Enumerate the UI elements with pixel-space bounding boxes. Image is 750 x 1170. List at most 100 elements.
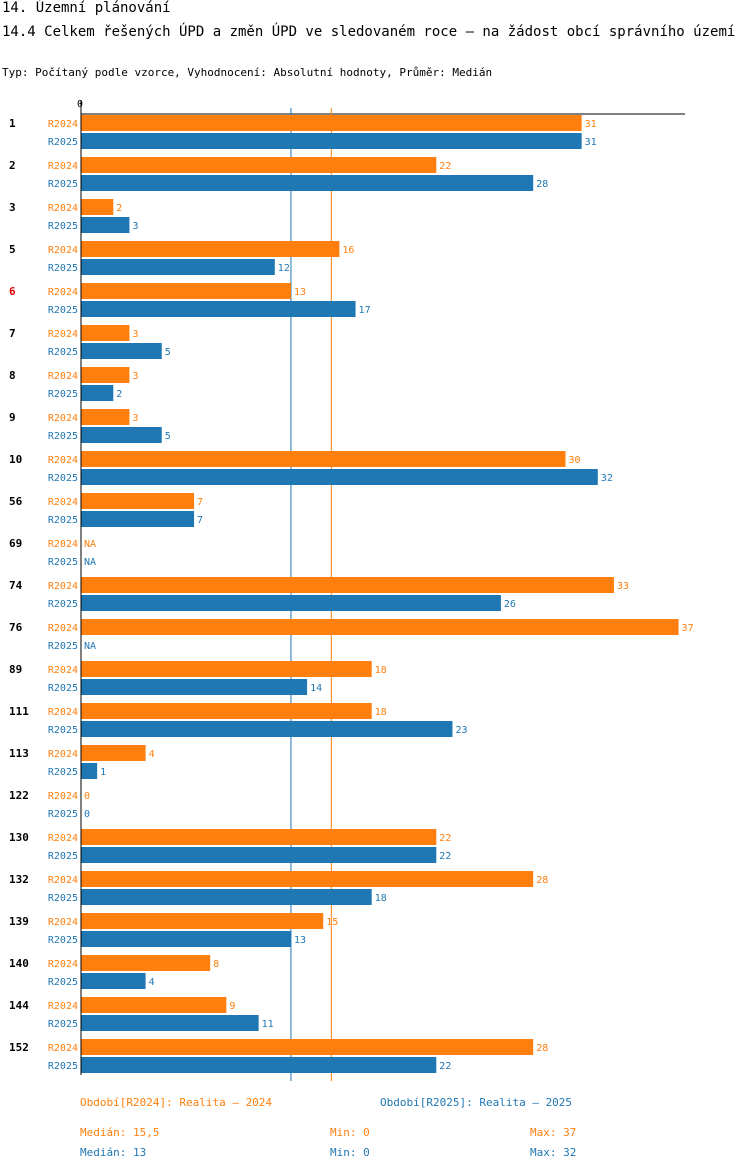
series-label-r2024: R2024: [48, 581, 78, 592]
category-label: 10: [9, 453, 22, 466]
data-label: 28: [536, 179, 548, 190]
category-label: 69: [9, 537, 22, 550]
series-label-r2024: R2024: [48, 623, 78, 634]
bar-r2024: [81, 367, 130, 383]
series-label-r2024: R2024: [48, 161, 78, 172]
series-label-r2024: R2024: [48, 707, 78, 718]
series-label-r2025: R2025: [48, 557, 78, 568]
series-label-r2024: R2024: [48, 287, 78, 298]
bar-r2024: [81, 955, 211, 971]
data-label: 7: [197, 515, 203, 526]
category-label: 3: [9, 201, 16, 214]
bar-r2025: [81, 889, 372, 905]
bar-r2025: [81, 973, 146, 989]
data-label: 31: [585, 119, 597, 130]
series-label-r2024: R2024: [48, 1043, 78, 1054]
data-label: 3: [132, 329, 138, 340]
axis-zero-label: 0: [77, 99, 83, 110]
data-label: 0: [84, 791, 90, 802]
bar-r2025: [81, 259, 275, 275]
data-label: 5: [165, 431, 171, 442]
min-r2024: Min: 0: [330, 1126, 370, 1139]
series-label-r2025: R2025: [48, 725, 78, 736]
series-label-r2024: R2024: [48, 455, 78, 466]
chart-subtitle: Typ: Počítaný podle vzorce, Vyhodnocení:…: [2, 66, 493, 79]
bar-r2025: [81, 847, 437, 863]
data-label: 37: [682, 623, 694, 634]
data-label: 13: [294, 287, 306, 298]
data-label: 15: [326, 917, 338, 928]
series-label-r2025: R2025: [48, 767, 78, 778]
category-label: 6: [9, 285, 16, 298]
bar-r2025: [81, 469, 598, 485]
section-title: 14. Územní plánování: [2, 0, 171, 16]
category-label: 89: [9, 663, 22, 676]
data-label: 22: [439, 833, 451, 844]
data-label: 2: [116, 203, 122, 214]
bar-r2024: [81, 829, 437, 845]
category-label: 5: [9, 243, 16, 256]
bar-r2025: [81, 511, 195, 527]
series-label-r2024: R2024: [48, 1001, 78, 1012]
data-label: 3: [132, 371, 138, 382]
data-label: 3: [132, 413, 138, 424]
series-label-r2024: R2024: [48, 245, 78, 256]
legend-r2024: Období[R2024]: Realita – 2024: [80, 1096, 273, 1109]
bar-r2024: [81, 619, 679, 635]
series-label-r2025: R2025: [48, 515, 78, 526]
data-label: 13: [294, 935, 306, 946]
data-label: 16: [342, 245, 354, 256]
bar-r2025: [81, 679, 308, 695]
category-label: 1: [9, 117, 16, 130]
series-label-r2024: R2024: [48, 791, 78, 802]
data-label: 31: [585, 137, 597, 148]
bar-r2025: [81, 385, 114, 401]
bar-r2025: [81, 427, 162, 443]
bar-r2025: [81, 595, 501, 611]
category-label: 113: [9, 747, 29, 760]
data-label: 0: [84, 809, 90, 820]
na-label: NA: [84, 641, 96, 652]
series-label-r2025: R2025: [48, 893, 78, 904]
series-label-r2024: R2024: [48, 497, 78, 508]
data-label: 8: [213, 959, 219, 970]
bar-r2025: [81, 217, 130, 233]
data-label: 18: [375, 893, 387, 904]
series-label-r2025: R2025: [48, 935, 78, 946]
bar-r2024: [81, 409, 130, 425]
category-label: 144: [9, 999, 29, 1012]
bar-r2024: [81, 325, 130, 341]
data-label: 22: [439, 851, 451, 862]
series-label-r2025: R2025: [48, 221, 78, 232]
bar-r2024: [81, 577, 614, 593]
category-label: 74: [9, 579, 23, 592]
series-label-r2024: R2024: [48, 203, 78, 214]
bar-r2024: [81, 115, 582, 131]
data-label: 26: [504, 599, 516, 610]
data-label: 4: [149, 977, 155, 988]
min-r2025: Min: 0: [330, 1146, 370, 1159]
series-label-r2025: R2025: [48, 1019, 78, 1030]
bar-r2024: [81, 283, 291, 299]
category-label: 76: [9, 621, 23, 634]
na-label: NA: [84, 557, 96, 568]
category-label: 139: [9, 915, 29, 928]
max-r2024: Max: 37: [530, 1126, 577, 1139]
data-label: 4: [149, 749, 155, 760]
bar-r2025: [81, 343, 162, 359]
median-r2024: Medián: 15,5: [80, 1126, 160, 1139]
category-label: 140: [9, 957, 29, 970]
data-label: 22: [439, 1061, 451, 1072]
data-label: 5: [165, 347, 171, 358]
data-label: 28: [536, 1043, 548, 1054]
series-label-r2024: R2024: [48, 959, 78, 970]
category-label: 152: [9, 1041, 29, 1054]
category-label: 8: [9, 369, 16, 382]
data-label: 18: [375, 665, 387, 676]
data-label: 28: [536, 875, 548, 886]
bar-r2025: [81, 1057, 437, 1073]
series-label-r2025: R2025: [48, 809, 78, 820]
bar-r2024: [81, 157, 437, 173]
bar-r2025: [81, 721, 453, 737]
